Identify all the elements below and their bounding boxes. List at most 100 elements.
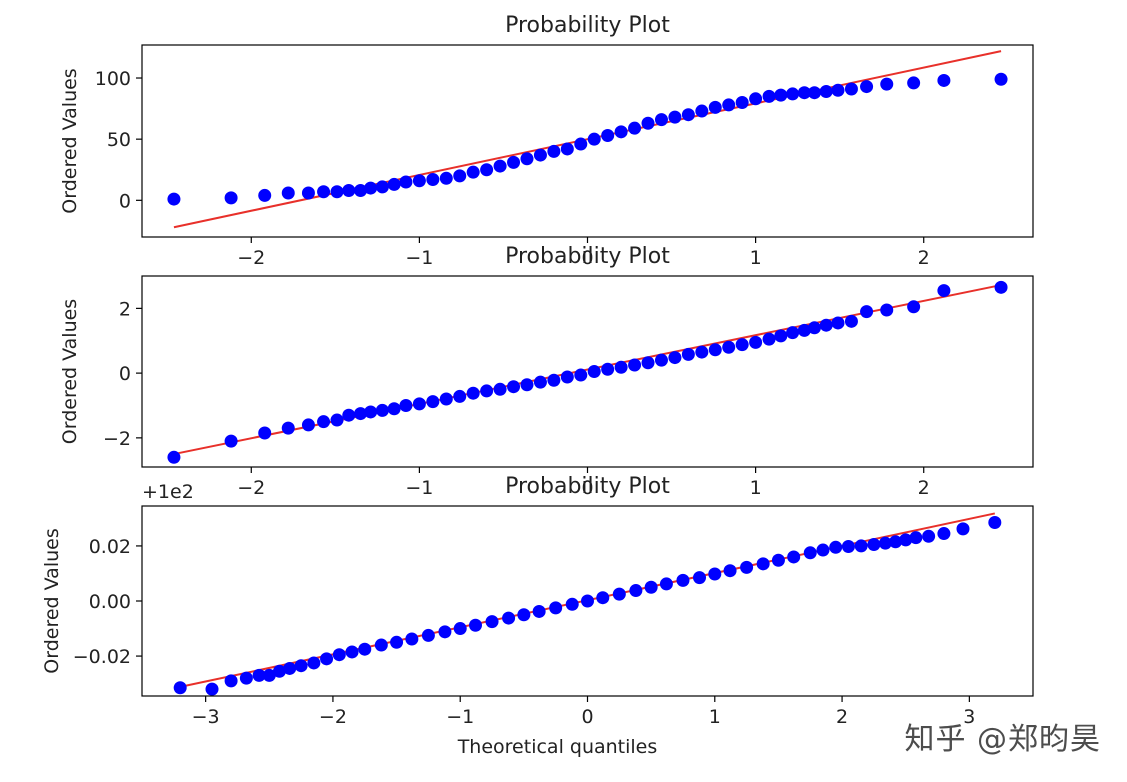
data-point xyxy=(695,345,709,359)
data-point xyxy=(560,370,574,384)
data-point xyxy=(756,557,770,571)
data-point xyxy=(565,597,579,611)
data-point xyxy=(493,382,507,396)
data-point xyxy=(354,184,368,198)
data-point xyxy=(807,321,821,335)
data-point xyxy=(860,305,874,319)
data-point xyxy=(390,635,404,649)
x-tick-label: −1 xyxy=(405,247,433,269)
data-point xyxy=(399,175,413,189)
y-tick-label: 0 xyxy=(119,363,131,385)
y-tick-label: −0.02 xyxy=(73,646,131,668)
data-point xyxy=(574,368,588,382)
data-point xyxy=(493,159,507,173)
y-tick-label: 100 xyxy=(95,68,131,90)
y-axis-label: Ordered Values xyxy=(41,528,63,673)
data-point xyxy=(387,177,401,191)
data-point xyxy=(612,587,626,601)
data-point xyxy=(749,335,763,349)
data-point xyxy=(708,100,722,114)
data-point xyxy=(762,332,776,346)
data-point xyxy=(628,358,642,372)
data-point xyxy=(167,192,181,206)
data-point xyxy=(520,152,534,166)
data-point xyxy=(988,516,1002,530)
data-point xyxy=(695,104,709,118)
data-point xyxy=(937,73,951,87)
data-point xyxy=(880,303,894,317)
data-point xyxy=(239,671,253,685)
data-point xyxy=(681,108,695,122)
data-point xyxy=(878,536,892,550)
data-point xyxy=(258,426,272,440)
data-point xyxy=(774,88,788,102)
data-point xyxy=(735,338,749,352)
data-point xyxy=(844,314,858,328)
data-point xyxy=(374,638,388,652)
data-point xyxy=(533,375,547,389)
y-tick-label: 50 xyxy=(107,129,131,151)
data-point xyxy=(224,434,238,448)
data-point xyxy=(547,373,561,387)
data-point xyxy=(224,191,238,205)
data-point xyxy=(587,365,601,378)
data-point xyxy=(994,72,1008,86)
data-point xyxy=(405,632,419,646)
data-point xyxy=(507,380,521,394)
data-point xyxy=(831,316,845,330)
axes-frame xyxy=(141,44,1034,238)
data-point xyxy=(438,625,452,639)
data-point xyxy=(994,280,1008,294)
data-point xyxy=(722,98,736,112)
data-point xyxy=(774,329,788,343)
data-point xyxy=(520,378,534,392)
x-tick-label: −2 xyxy=(237,247,265,269)
x-tick-label: −2 xyxy=(237,477,265,499)
data-point xyxy=(439,392,453,406)
data-point xyxy=(749,92,763,106)
data-point xyxy=(587,132,601,146)
data-point xyxy=(844,82,858,96)
data-point xyxy=(399,398,413,412)
data-point xyxy=(735,95,749,109)
data-point xyxy=(533,148,547,162)
data-point xyxy=(867,538,881,552)
data-point xyxy=(301,186,315,200)
data-point xyxy=(281,421,295,435)
y-tick-label: 0 xyxy=(119,190,131,212)
data-point xyxy=(581,594,594,608)
data-point xyxy=(668,351,682,365)
data-point xyxy=(387,402,401,416)
data-point xyxy=(301,418,315,432)
data-point xyxy=(439,171,453,185)
data-point xyxy=(426,173,440,187)
data-point xyxy=(681,347,695,361)
x-tick-label: −3 xyxy=(192,706,220,728)
data-point xyxy=(786,87,800,101)
data-point xyxy=(831,83,845,97)
data-point xyxy=(722,340,736,354)
x-tick-label: 1 xyxy=(750,247,762,269)
data-point xyxy=(507,155,521,169)
data-point xyxy=(937,527,951,541)
data-point xyxy=(641,356,655,370)
x-tick-label: 1 xyxy=(709,706,721,728)
data-point xyxy=(547,144,561,158)
x-tick-label: 0 xyxy=(581,247,593,269)
data-point xyxy=(771,553,785,567)
y-tick-label: −2 xyxy=(103,428,131,450)
data-point xyxy=(723,564,737,578)
axes-frame xyxy=(141,275,1034,468)
data-point xyxy=(819,84,833,98)
data-point xyxy=(601,128,615,142)
zhihu-watermark: 知乎 @郑昀昊 xyxy=(904,722,1101,757)
data-point xyxy=(860,80,874,94)
data-point xyxy=(330,413,344,427)
data-point xyxy=(466,386,480,400)
data-point xyxy=(829,540,843,554)
data-point xyxy=(956,522,970,536)
data-point xyxy=(676,573,690,587)
data-point xyxy=(258,188,272,202)
data-point xyxy=(272,664,286,678)
x-tick-label: −1 xyxy=(446,706,474,728)
